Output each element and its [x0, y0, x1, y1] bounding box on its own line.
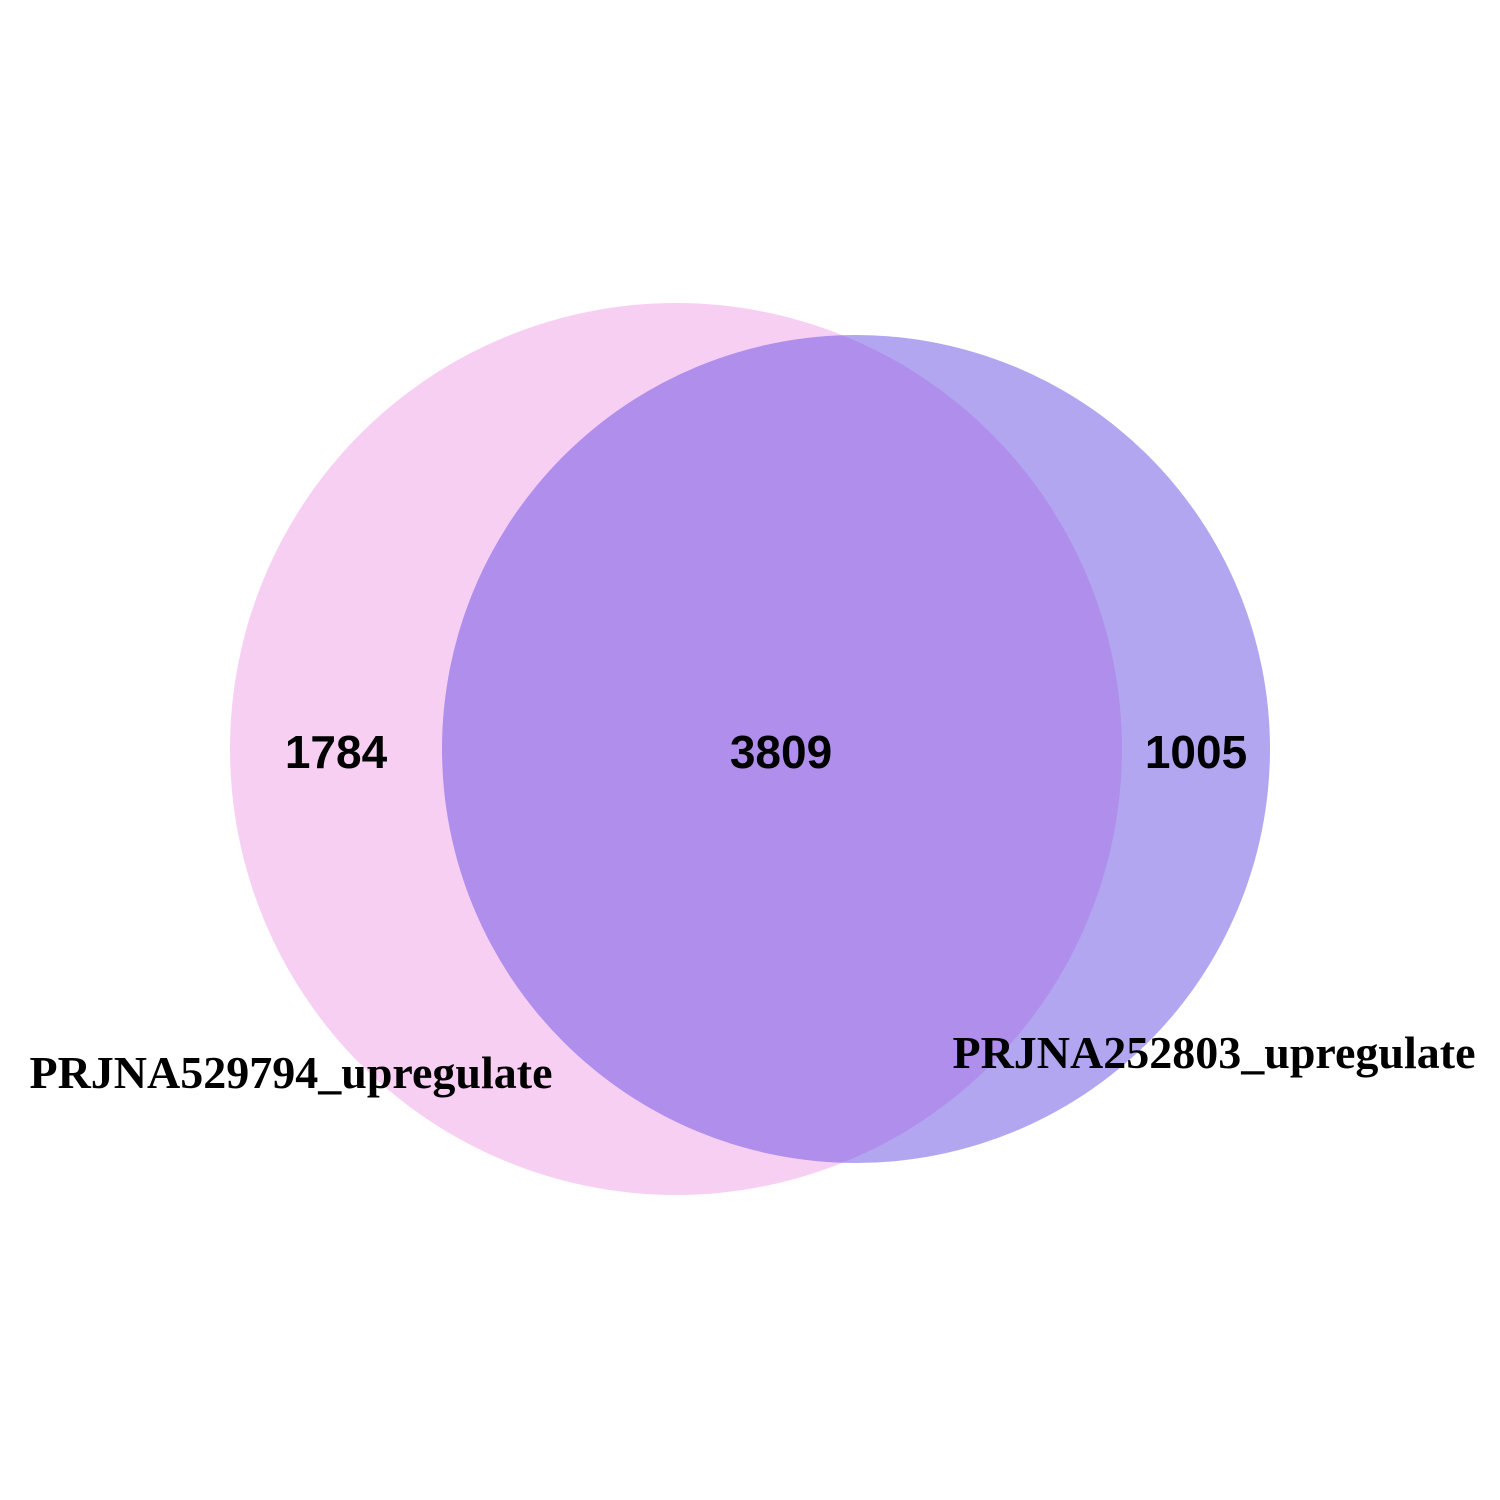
set-b-circle	[442, 335, 1270, 1163]
set-a-label: PRJNA529794_upregulate	[29, 1047, 552, 1098]
set-a-only-count: 1784	[285, 726, 388, 778]
set-b-label: PRJNA252803_upregulate	[952, 1027, 1475, 1078]
set-b-only-count: 1005	[1145, 726, 1247, 778]
intersection-count: 3809	[730, 726, 832, 778]
